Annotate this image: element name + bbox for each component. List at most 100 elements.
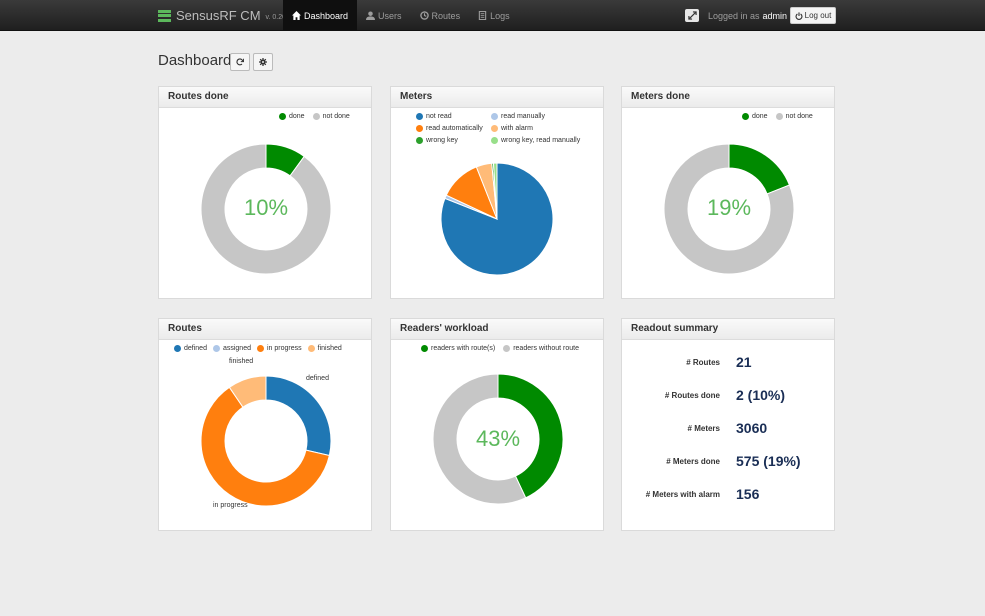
legend-dot	[416, 125, 423, 132]
routes-donut-chart	[200, 375, 332, 507]
slice-label-finished: finished	[229, 358, 254, 365]
summary-label: # Routes done	[664, 390, 720, 400]
legend-item-with-alarm[interactable]: with alarm	[491, 125, 533, 132]
brand-name: SensusRF CM	[176, 8, 261, 23]
nav-item-label: Logs	[490, 10, 510, 21]
legend-dot	[279, 113, 286, 120]
summary-value: 575 (19%)	[736, 453, 801, 469]
legend-item-read-automatically[interactable]: read automatically	[416, 125, 483, 132]
legend-item-in-progress[interactable]: in progress	[267, 345, 302, 352]
home-icon	[292, 11, 301, 20]
panel-body: done not done 10%	[159, 108, 371, 299]
donut-center-label: 10%	[243, 195, 289, 220]
legend-dot	[416, 113, 423, 120]
pie-slice-readers-with-route-s-[interactable]	[497, 373, 564, 499]
nav-item-dashboard[interactable]: Dashboard	[283, 0, 358, 31]
refresh-icon	[236, 58, 244, 66]
nav-item-users[interactable]: Users	[357, 0, 411, 31]
expand-icon	[687, 11, 697, 20]
legend-label: read manually	[501, 113, 545, 120]
legend-item-without-route[interactable]: readers without route	[513, 345, 579, 352]
legend-dot	[416, 137, 423, 144]
pie-slice-in-progress[interactable]	[200, 386, 330, 507]
pie-slice-done[interactable]	[728, 143, 791, 195]
nav-item-label: Routes	[431, 10, 461, 21]
panel-title: Readers' workload	[391, 319, 603, 340]
panel-body: readers with route(s) readers without ro…	[391, 340, 603, 531]
panel-body: not read read manually read automaticall…	[391, 108, 603, 299]
legend-item-assigned[interactable]: assigned	[222, 345, 251, 352]
legend-item-with-routes[interactable]: readers with route(s)	[431, 345, 496, 352]
pie-slice-not-done[interactable]	[663, 143, 795, 275]
legend-label: wrong key	[426, 137, 458, 144]
legend-item-finished[interactable]: finished	[317, 345, 342, 352]
legend-item-defined[interactable]: defined	[184, 345, 207, 352]
fullscreen-button[interactable]	[685, 9, 699, 22]
logout-button[interactable]: Log out	[790, 7, 836, 24]
pie-slice-finished[interactable]	[228, 375, 267, 408]
slice-label-defined: defined	[306, 375, 329, 382]
settings-button[interactable]	[253, 53, 273, 71]
legend-dot	[312, 113, 320, 120]
summary-value: 21	[736, 354, 752, 370]
panel-readers-workload: Readers' workload readers with route(s) …	[390, 318, 604, 531]
panel-body: defined assigned in progress finished fi…	[159, 340, 371, 531]
legend-label: read automatically	[426, 125, 483, 132]
clock-icon	[419, 11, 429, 20]
summary-label: # Meters done	[666, 456, 720, 466]
legend-item-not-done[interactable]: not done	[322, 113, 350, 120]
legend-item-not-done[interactable]: not done	[785, 113, 813, 120]
legend-dot	[742, 113, 749, 120]
legend-label: with alarm	[501, 125, 533, 132]
legend-dot	[421, 345, 428, 352]
summary-label: # Routes	[686, 357, 720, 367]
pie-slice-readers-without-route[interactable]	[432, 373, 527, 505]
logged-in-status: Logged in as admin	[708, 0, 787, 31]
nav-item-logs[interactable]: Logs	[469, 0, 519, 31]
routes-done-donut-chart	[200, 143, 332, 275]
user-icon	[366, 11, 376, 20]
power-icon	[795, 11, 803, 20]
panel-title: Readout summary	[622, 319, 834, 340]
nav-item-routes[interactable]: Routes	[411, 0, 470, 31]
slice-label-in-progress: in progress	[213, 502, 248, 509]
pie-slice-not-done[interactable]	[200, 143, 332, 275]
panel-title: Routes	[159, 319, 371, 340]
brand[interactable]: SensusRF CM v. 0.20.2	[158, 0, 292, 31]
legend-dot	[491, 137, 498, 144]
legend-dot	[257, 345, 264, 352]
panel-readout-summary: Readout summary # Routes 21 # Routes don…	[621, 318, 835, 531]
logout-label: Log out	[804, 11, 832, 20]
legend-item-done[interactable]: done	[752, 113, 768, 120]
panel-body: done not done 19%	[622, 108, 834, 299]
legend-item-wrong-key[interactable]: wrong key	[416, 137, 458, 144]
readers-workload-donut-chart	[432, 373, 564, 505]
summary-row-routes-done: # Routes done 2 (10%)	[622, 387, 836, 403]
gear-icon	[259, 58, 267, 66]
legend-dot	[491, 125, 498, 132]
legend-dot	[307, 345, 315, 352]
legend-dot	[491, 113, 498, 120]
pie-slice-defined[interactable]	[265, 375, 332, 457]
legend-label: wrong key, read manually	[501, 137, 581, 144]
summary-value: 3060	[736, 420, 768, 436]
chart-legend: readers with route(s) readers without ro…	[421, 345, 579, 352]
summary-label: # Meters	[687, 423, 720, 433]
legend-item-not-read[interactable]: not read	[416, 113, 452, 120]
legend-dot	[775, 113, 783, 120]
summary-label: # Meters with alarm	[645, 489, 720, 499]
refresh-button[interactable]	[230, 53, 250, 71]
panel-title: Routes done	[159, 87, 371, 108]
username: admin	[762, 10, 788, 21]
legend-item-wrong-key-read-manually[interactable]: wrong key, read manually	[491, 137, 580, 144]
panel-routes: Routes defined assigned in progress fini…	[158, 318, 372, 531]
chart-legend: defined assigned in progress finished	[174, 345, 342, 352]
panel-title: Meters done	[622, 87, 834, 108]
pie-slice-wrong-key-read-manually[interactable]	[492, 162, 498, 220]
summary-row-meters-done: # Meters done 575 (19%)	[622, 453, 836, 469]
brand-version: v. 0.20.2	[265, 13, 292, 21]
legend-item-done[interactable]: done	[289, 113, 305, 120]
nav-item-label: Users	[378, 10, 402, 21]
legend-item-read-manually[interactable]: read manually	[491, 113, 545, 120]
legend-label: not read	[426, 113, 452, 120]
